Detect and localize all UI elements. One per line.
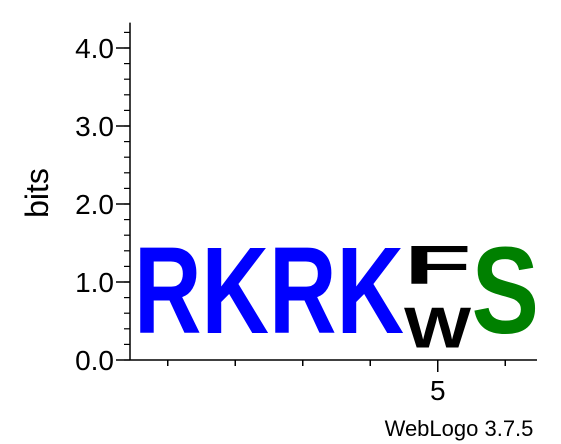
x-tick-label: 5 xyxy=(430,375,446,406)
y-tick-label: 3.0 xyxy=(75,111,114,142)
axes: 0.0 1.0 2.0 3.0 4.0 5 xyxy=(75,22,537,406)
logo-letter-r: R xyxy=(134,222,202,359)
weblogo-credit: WebLogo 3.7.5 xyxy=(385,416,534,441)
logo-letter-w: W xyxy=(404,296,471,360)
y-tick-label: 4.0 xyxy=(75,33,114,64)
y-tick-label: 2.0 xyxy=(75,189,114,220)
logo-letter-r: R xyxy=(269,222,337,359)
logo-letter-s: S xyxy=(472,221,539,359)
logo-letter-f: F xyxy=(404,235,471,296)
logo-letter-k: K xyxy=(202,222,270,359)
logo-letter-k: K xyxy=(337,222,405,359)
y-axis-label: bits xyxy=(19,168,55,218)
y-tick-label: 1.0 xyxy=(75,267,114,298)
logo-glyphs: R K R K WF S xyxy=(134,221,539,360)
y-tick-label: 0.0 xyxy=(75,345,114,376)
